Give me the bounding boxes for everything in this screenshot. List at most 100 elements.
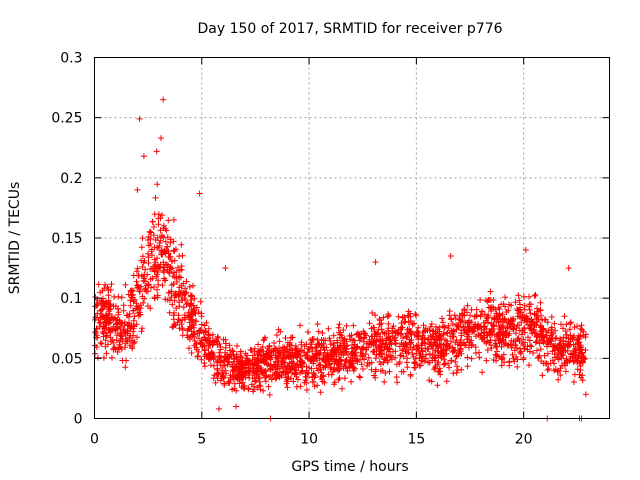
- data-point: [115, 325, 121, 332]
- data-point: [435, 359, 442, 366]
- data-point: [130, 317, 137, 324]
- data-point: [508, 316, 514, 323]
- data-point: [257, 386, 264, 393]
- data-point: [352, 349, 359, 356]
- data-point: [378, 344, 385, 350]
- data-point: [152, 194, 159, 201]
- data-point: [245, 372, 252, 379]
- data-point: [308, 341, 315, 348]
- data-point: [380, 314, 387, 321]
- data-point: [222, 265, 229, 272]
- data-point: [191, 322, 198, 329]
- data-point: [179, 252, 186, 259]
- data-point: [231, 355, 238, 362]
- data-point: [104, 283, 111, 290]
- data-point: [323, 353, 330, 360]
- data-point: [573, 347, 580, 354]
- data-point: [378, 320, 385, 327]
- data-point: [417, 362, 424, 369]
- data-point: [372, 259, 379, 266]
- data-point: [311, 383, 318, 390]
- data-point: [168, 257, 175, 264]
- data-point: [365, 354, 372, 361]
- data-point: [168, 282, 175, 288]
- data-point: [566, 326, 573, 333]
- data-point: [319, 378, 326, 385]
- data-point: [205, 325, 212, 332]
- data-point: [428, 321, 435, 327]
- data-point: [111, 293, 118, 300]
- data-point: [298, 339, 305, 346]
- data-point: [250, 388, 257, 395]
- data-point: [582, 334, 589, 341]
- data-point: [169, 324, 176, 331]
- data-point: [527, 301, 534, 308]
- data-point: [251, 345, 258, 352]
- data-point: [94, 310, 101, 317]
- data-point: [438, 348, 445, 355]
- data-point: [157, 263, 164, 270]
- data-point: [443, 341, 450, 348]
- data-point: [145, 281, 152, 288]
- data-point: [394, 379, 401, 386]
- data-point: [275, 350, 281, 357]
- y-axis-label: SRMTID / TECUs: [7, 182, 23, 295]
- data-point: [381, 378, 388, 385]
- data-point: [103, 350, 110, 357]
- data-point: [490, 357, 497, 363]
- data-point: [483, 332, 490, 339]
- data-point: [570, 379, 577, 385]
- data-point: [390, 348, 396, 355]
- data-point: [353, 357, 360, 364]
- data-point: [422, 325, 429, 332]
- data-point: [142, 266, 149, 273]
- data-point: [335, 367, 342, 374]
- data-point: [408, 331, 415, 338]
- y-tick-label: 0.1: [60, 291, 82, 307]
- data-point: [266, 391, 273, 398]
- data-point: [176, 317, 183, 324]
- data-point: [330, 342, 337, 349]
- data-point: [197, 298, 204, 305]
- data-point: [550, 343, 556, 349]
- data-point: [445, 360, 451, 367]
- data-point: [303, 374, 310, 381]
- data-point: [343, 322, 350, 329]
- data-point: [372, 355, 379, 362]
- data-point: [149, 252, 155, 259]
- data-point: [562, 328, 569, 334]
- data-point: [441, 356, 448, 363]
- data-point: [432, 363, 439, 369]
- data-point: [501, 359, 508, 366]
- data-point: [241, 382, 248, 389]
- data-point: [578, 374, 585, 381]
- data-point: [114, 349, 121, 355]
- data-point: [201, 342, 208, 349]
- data-point: [319, 355, 325, 362]
- data-point: [582, 391, 589, 398]
- data-point: [337, 356, 344, 363]
- data-point: [426, 351, 433, 357]
- data-point: [273, 375, 280, 382]
- data-point: [231, 368, 238, 375]
- data-point: [188, 300, 195, 307]
- data-point: [220, 336, 227, 343]
- data-point: [344, 367, 351, 374]
- data-point: [133, 321, 140, 328]
- data-point: [539, 372, 546, 379]
- data-point: [478, 336, 485, 343]
- data-point: [136, 115, 143, 122]
- data-point: [443, 378, 450, 385]
- data-point: [200, 329, 207, 336]
- data-point: [535, 354, 542, 361]
- data-point: [185, 312, 192, 319]
- data-point: [134, 265, 141, 272]
- data-point: [282, 355, 289, 362]
- data-point: [124, 337, 131, 344]
- data-point: [254, 367, 261, 374]
- data-point: [526, 362, 532, 369]
- data-point: [510, 325, 516, 332]
- data-point: [537, 299, 544, 306]
- data-point: [139, 253, 146, 260]
- data-point: [403, 342, 410, 348]
